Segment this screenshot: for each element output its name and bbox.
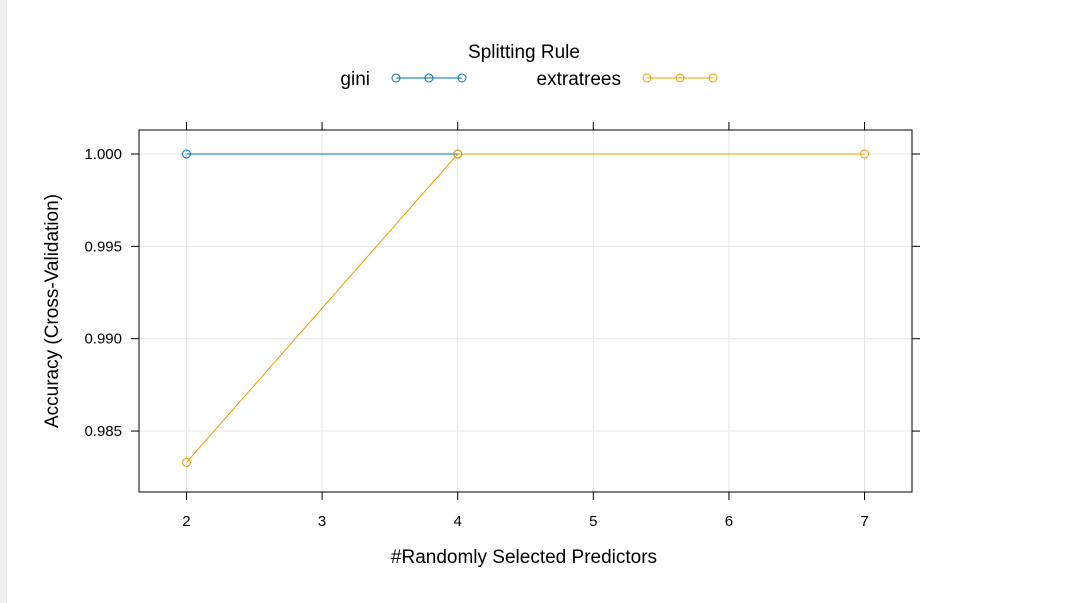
- y-axis-label: Accuracy (Cross-Validation): [42, 194, 63, 428]
- data-point-extratrees: [453, 149, 463, 159]
- axis-ticks: 2 3 4 5 6 7 0.985 0.990 0.995 1.000: [84, 122, 920, 530]
- series-layer: [181, 149, 870, 467]
- x-tick-label: 4: [454, 513, 462, 530]
- plot-frame: [138, 129, 913, 493]
- legend: Splitting Rule gini extratrees: [340, 42, 718, 90]
- window-edge: [0, 0, 7, 603]
- grid-lines: [139, 130, 912, 492]
- data-point-gini: [181, 149, 191, 159]
- x-tick-label: 6: [725, 513, 733, 530]
- legend-marker-extratrees: [642, 73, 652, 83]
- legend-label-extratrees: extratrees: [537, 69, 621, 90]
- x-tick-label: 2: [182, 513, 190, 530]
- legend-marker-extratrees: [708, 73, 718, 83]
- data-point-extratrees: [860, 149, 870, 159]
- y-tick-label: 0.985: [84, 423, 122, 440]
- x-tick-label: 5: [589, 513, 597, 530]
- legend-marker-gini: [391, 73, 401, 83]
- legend-marker-gini: [424, 73, 434, 83]
- x-axis-label: #Randomly Selected Predictors: [391, 547, 657, 568]
- x-tick-label: 7: [860, 513, 868, 530]
- y-tick-label: 1.000: [84, 146, 122, 163]
- legend-title: Splitting Rule: [468, 42, 580, 63]
- legend-label-gini: gini: [340, 69, 370, 90]
- legend-marker-extratrees: [675, 73, 685, 83]
- x-tick-label: 3: [318, 513, 326, 530]
- series-line-extratrees: [186, 153, 865, 463]
- data-point-extratrees: [181, 457, 191, 467]
- legend-marker-gini: [457, 73, 467, 83]
- y-tick-label: 0.990: [84, 331, 122, 348]
- y-tick-label: 0.995: [84, 238, 122, 255]
